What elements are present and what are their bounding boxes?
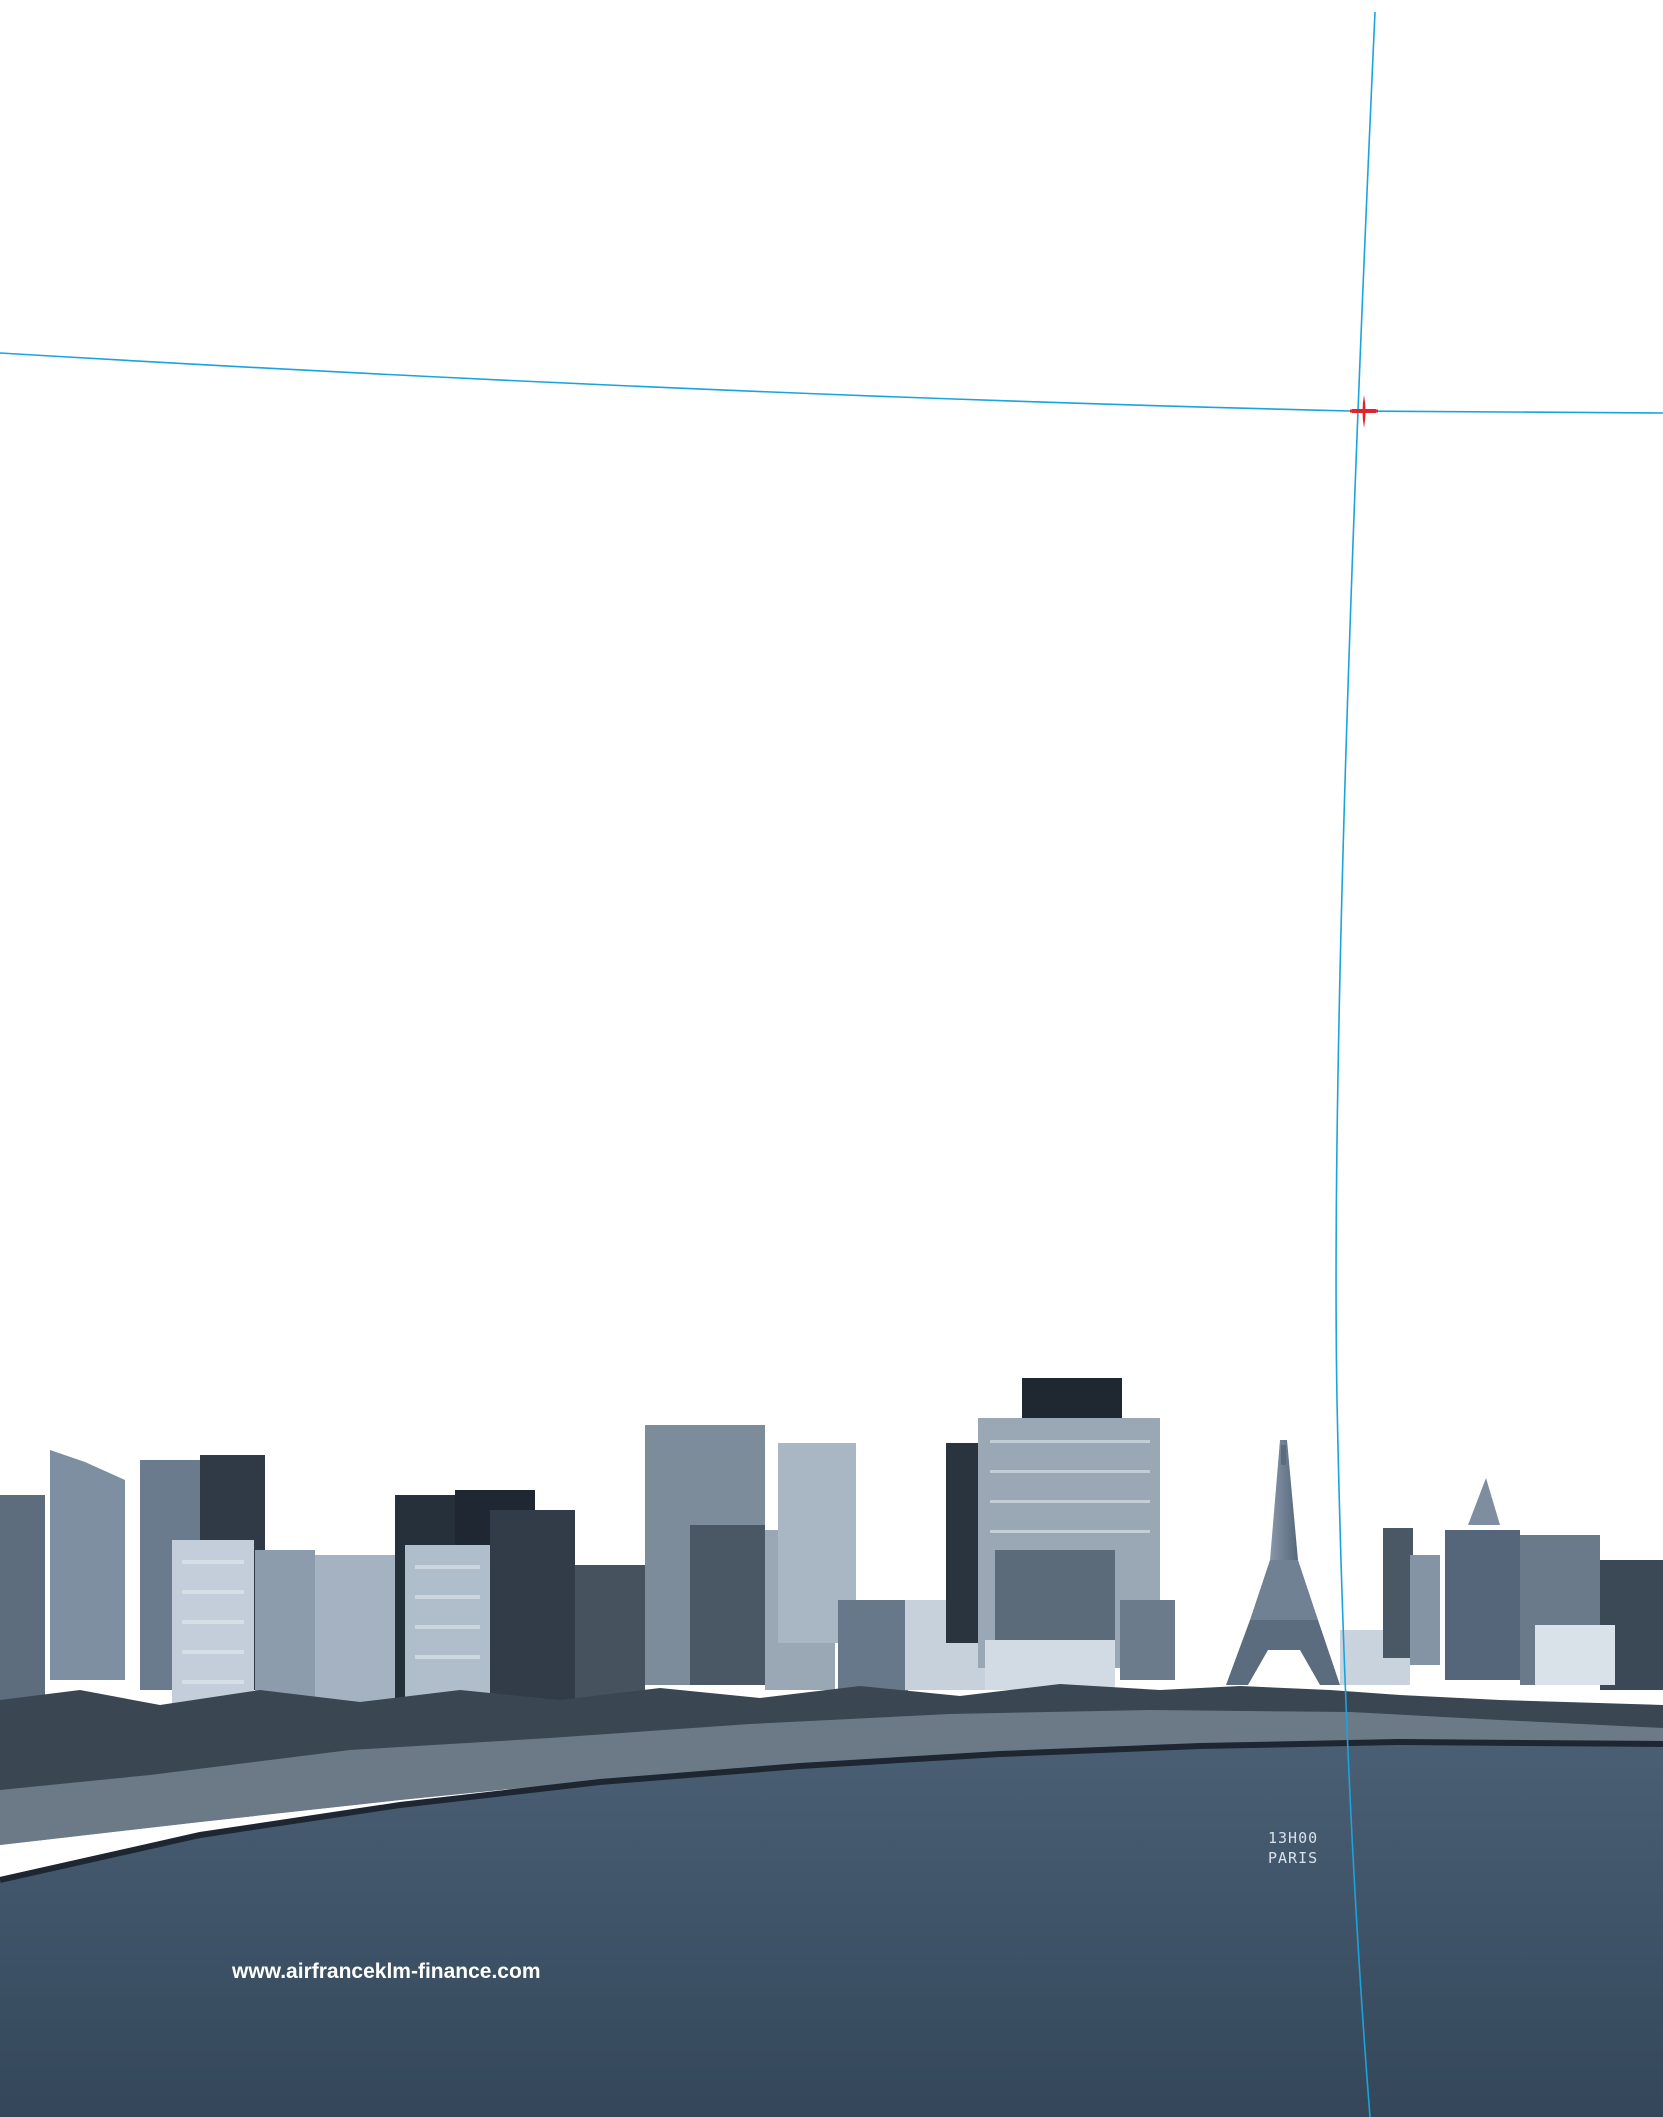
- building: [1383, 1528, 1413, 1658]
- building: [1535, 1625, 1615, 1685]
- vertical-guide-line: [1335, 11, 1376, 2117]
- eiffel-tower-icon: [1226, 1440, 1340, 1685]
- building: [490, 1510, 575, 1710]
- shoreline-edge: [0, 1738, 1663, 1883]
- horizontal-guide-line: [0, 352, 1663, 414]
- time-readout: 13H00: [1268, 1829, 1319, 1847]
- building: [1445, 1530, 1520, 1680]
- building: [1410, 1555, 1440, 1665]
- website-link[interactable]: www.airfranceklm-finance.com: [232, 1960, 541, 1983]
- building: [50, 1450, 125, 1680]
- building: [690, 1525, 765, 1685]
- window-pattern: [182, 1440, 1150, 1684]
- red-cross-marker-icon: [1350, 395, 1378, 428]
- building: [838, 1600, 908, 1700]
- building: [985, 1640, 1115, 1690]
- building: [1468, 1478, 1500, 1525]
- building: [1120, 1600, 1175, 1680]
- building: [946, 1443, 981, 1643]
- building: [1022, 1378, 1122, 1418]
- water: [0, 1742, 1663, 2117]
- building: [575, 1565, 645, 1705]
- city-readout: PARIS: [1268, 1849, 1319, 1867]
